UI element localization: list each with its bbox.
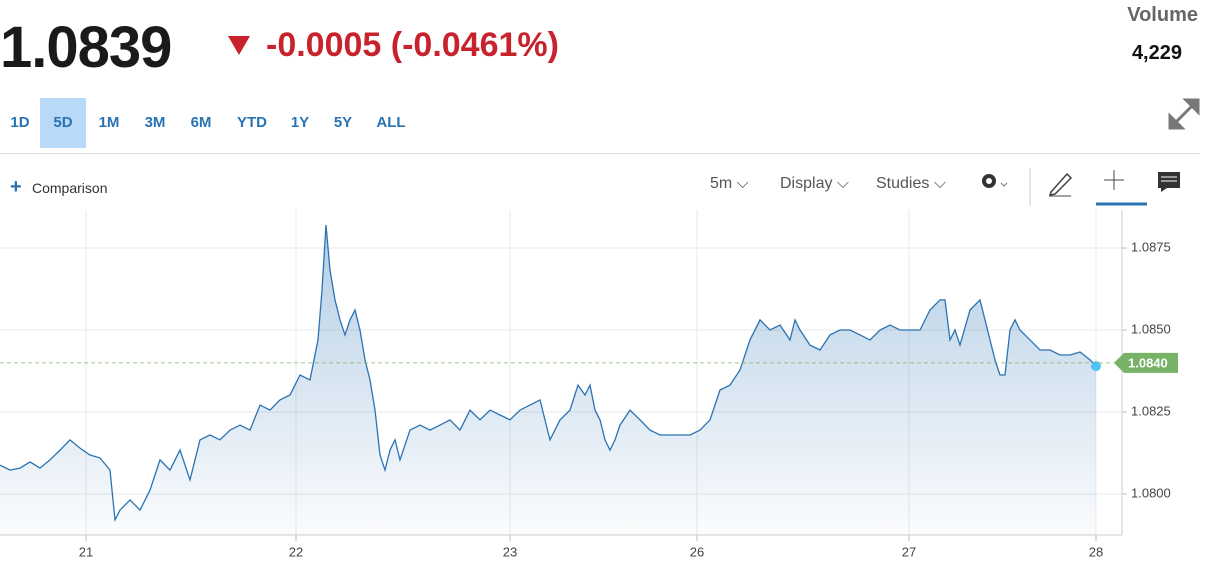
tool-icons <box>982 168 1180 206</box>
range-button[interactable]: 5Y <box>333 114 353 131</box>
y-tick-label: 1.0825 <box>1131 403 1171 418</box>
range-button[interactable]: YTD <box>237 114 267 131</box>
last-price-label: 1.0840 <box>1128 355 1168 370</box>
x-tick-label: 21 <box>79 544 93 559</box>
display-button[interactable]: Display ⌵ <box>780 175 850 192</box>
x-tick-label: 23 <box>503 544 517 559</box>
range-button[interactable]: ALL <box>376 114 406 131</box>
studies-button[interactable]: Studies ⌵ <box>876 175 946 192</box>
x-tick-label: 26 <box>690 544 704 559</box>
studies-label: Studies <box>876 175 930 192</box>
range-button[interactable]: 5D <box>40 98 86 148</box>
display-label: Display <box>780 175 833 192</box>
volume-label: Volume <box>1127 4 1198 26</box>
crosshair-icon[interactable] <box>1096 170 1147 206</box>
interval-button[interactable]: 5m ⌵ <box>710 175 749 192</box>
price-line <box>0 225 1097 523</box>
x-tick-label: 28 <box>1089 544 1103 559</box>
volume: 4,229 <box>1131 42 1182 64</box>
range-button[interactable]: 1Y <box>290 114 310 131</box>
range-button[interactable]: 1D <box>10 114 30 131</box>
y-tick-label: 1.0850 <box>1131 321 1171 336</box>
divider <box>0 153 1200 154</box>
area <box>0 225 1096 535</box>
price: 1.0839 <box>0 15 172 80</box>
last-price-tag <box>1114 352 1178 373</box>
x-tick-label: 22 <box>289 544 303 559</box>
comparison-button[interactable]: Comparison <box>32 180 108 196</box>
range-button[interactable]: 1M <box>98 114 120 131</box>
last-point <box>1091 361 1101 372</box>
settings-icon[interactable] <box>982 174 1008 188</box>
range-button[interactable]: 3M <box>144 114 166 131</box>
expand-icon[interactable] <box>1168 98 1200 130</box>
plus-icon[interactable]: + <box>10 176 22 198</box>
comment-icon[interactable] <box>1158 172 1180 192</box>
y-tick-label: 1.0875 <box>1131 239 1171 254</box>
y-tick-label: 1.0800 <box>1131 485 1171 500</box>
draw-icon[interactable] <box>1048 172 1073 197</box>
x-tick-label: 27 <box>902 544 916 559</box>
interval-label: 5m <box>710 175 733 192</box>
price-change: -0.0005 (-0.0461%) <box>266 26 559 64</box>
range-button[interactable]: 6M <box>190 114 212 131</box>
down-arrow <box>228 36 250 55</box>
